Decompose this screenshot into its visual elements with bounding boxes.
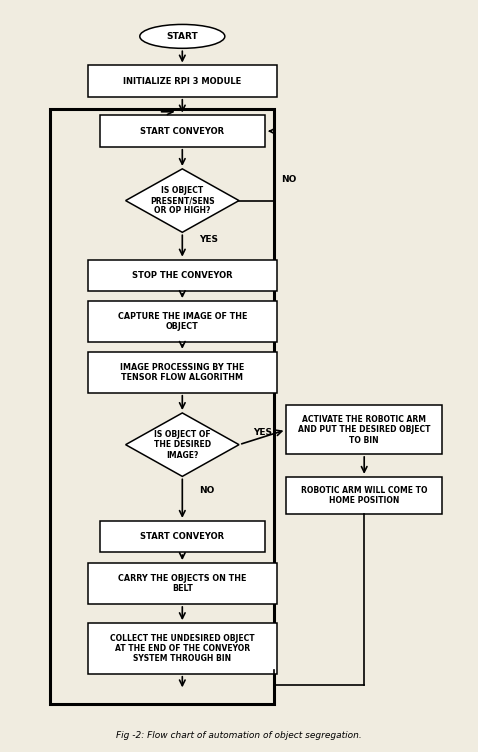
Text: START: START xyxy=(166,32,198,41)
Text: NO: NO xyxy=(281,175,296,184)
FancyBboxPatch shape xyxy=(88,259,277,291)
Text: ACTIVATE THE ROBOTIC ARM
AND PUT THE DESIRED OBJECT
TO BIN: ACTIVATE THE ROBOTIC ARM AND PUT THE DES… xyxy=(298,415,431,444)
Polygon shape xyxy=(126,413,239,477)
FancyBboxPatch shape xyxy=(286,405,442,454)
FancyBboxPatch shape xyxy=(286,477,442,514)
FancyBboxPatch shape xyxy=(88,301,277,342)
Text: CAPTURE THE IMAGE OF THE
OBJECT: CAPTURE THE IMAGE OF THE OBJECT xyxy=(118,312,247,331)
Text: CARRY THE OBJECTS ON THE
BELT: CARRY THE OBJECTS ON THE BELT xyxy=(118,574,247,593)
Ellipse shape xyxy=(140,24,225,48)
Polygon shape xyxy=(126,169,239,232)
FancyBboxPatch shape xyxy=(99,521,265,552)
Text: IS OBJECT
PRESENT/SENS
OR OP HIGH?: IS OBJECT PRESENT/SENS OR OP HIGH? xyxy=(150,186,215,216)
Text: NO: NO xyxy=(199,486,214,495)
FancyBboxPatch shape xyxy=(88,623,277,674)
FancyBboxPatch shape xyxy=(99,116,265,147)
FancyBboxPatch shape xyxy=(88,352,277,393)
Text: IS OBJECT OF
THE DESIRED
IMAGE?: IS OBJECT OF THE DESIRED IMAGE? xyxy=(154,430,211,459)
Text: STOP THE CONVEYOR: STOP THE CONVEYOR xyxy=(132,271,233,280)
Text: YES: YES xyxy=(199,235,218,244)
Text: YES: YES xyxy=(253,428,272,437)
Text: COLLECT THE UNDESIRED OBJECT
AT THE END OF THE CONVEYOR
SYSTEM THROUGH BIN: COLLECT THE UNDESIRED OBJECT AT THE END … xyxy=(110,633,255,663)
FancyBboxPatch shape xyxy=(88,65,277,97)
Text: START CONVEYOR: START CONVEYOR xyxy=(140,126,224,135)
Text: START CONVEYOR: START CONVEYOR xyxy=(140,532,224,541)
Text: Fig -2: Flow chart of automation of object segregation.: Fig -2: Flow chart of automation of obje… xyxy=(116,731,362,740)
Text: INITIALIZE RPI 3 MODULE: INITIALIZE RPI 3 MODULE xyxy=(123,77,241,86)
FancyBboxPatch shape xyxy=(88,563,277,604)
Text: ROBOTIC ARM WILL COME TO
HOME POSITION: ROBOTIC ARM WILL COME TO HOME POSITION xyxy=(301,486,427,505)
Text: IMAGE PROCESSING BY THE
TENSOR FLOW ALGORITHM: IMAGE PROCESSING BY THE TENSOR FLOW ALGO… xyxy=(120,362,244,382)
